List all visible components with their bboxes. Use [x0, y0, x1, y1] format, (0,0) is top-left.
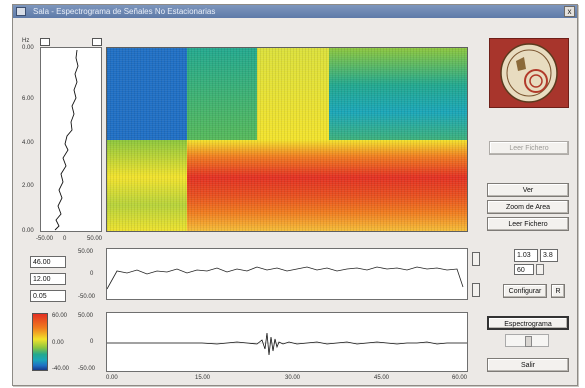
- seal-emblem-icon: [500, 43, 558, 103]
- spec-region-green: [329, 48, 467, 140]
- spinner-field-2[interactable]: 3.8: [540, 249, 558, 262]
- wave-y-tick-bottom: -50.00: [78, 366, 96, 372]
- wave-y-tick-top: 50.00: [78, 313, 94, 319]
- view-button[interactable]: Ver: [487, 183, 569, 197]
- wave-x-tick-15: 15.00: [195, 375, 211, 381]
- waveform-panel: [106, 312, 468, 372]
- app-icon: [16, 7, 26, 16]
- psd-x-tick-mid: 0: [63, 236, 67, 242]
- value-field-2[interactable]: 12.00: [30, 273, 66, 285]
- wave-x-tick-45: 45.00: [374, 375, 390, 381]
- psd-panel: [40, 47, 102, 232]
- spectrogram-button[interactable]: Espectrograma: [487, 316, 569, 330]
- psd-y-tick-4: 4.00: [22, 140, 34, 146]
- university-logo: [489, 38, 569, 108]
- psd-y-tick-2: 2.00: [22, 183, 34, 189]
- psd-x-tick-right: 50.00: [87, 236, 103, 242]
- wave-x-tick-0: 0.00: [106, 375, 118, 381]
- value-field-1[interactable]: 46.00: [30, 256, 66, 268]
- psd-top-label: Hz 0.00: [22, 38, 34, 51]
- wave-x-tick-60: 60.00: [452, 375, 468, 381]
- exit-button[interactable]: Salir: [487, 358, 569, 372]
- spec-region-high-red: [187, 140, 467, 231]
- read-file-button[interactable]: Leer Fichero: [487, 217, 569, 231]
- psd-scale-box-left[interactable]: [40, 38, 50, 46]
- signal-trace: [107, 266, 464, 290]
- spec-region-teal: [187, 48, 257, 140]
- spec-region-yellow-band: [257, 48, 329, 140]
- colorbar-label-bottom: -40.00: [52, 366, 70, 372]
- scroll-slider[interactable]: [505, 334, 549, 347]
- signal-y-tick-top: 50.00: [78, 249, 94, 255]
- spec-region-low-yellow: [107, 140, 187, 231]
- colorbar: [32, 313, 48, 371]
- close-button[interactable]: x: [564, 6, 575, 17]
- signal-y-tick-bottom: -50.00: [78, 294, 96, 300]
- waveform-trace: [107, 332, 467, 356]
- reset-button[interactable]: R: [551, 284, 565, 298]
- load-file-button-disabled[interactable]: Leer Fichero: [489, 141, 569, 155]
- signal-y-tick-mid: 0: [90, 271, 94, 277]
- psd-curve: [54, 49, 79, 231]
- spinner-arrow[interactable]: [536, 264, 544, 275]
- spec-texture: [107, 48, 467, 231]
- configure-button[interactable]: Configurar: [503, 284, 547, 298]
- wave-x-tick-30: 30.00: [285, 375, 301, 381]
- wave-y-tick-mid: 0: [90, 339, 94, 345]
- value-field-3[interactable]: 0.05: [30, 290, 66, 302]
- colorbar-label-top: 60.00: [52, 313, 68, 319]
- slider-thumb[interactable]: [525, 336, 532, 347]
- colorbar-label-mid: 0.00: [52, 340, 64, 346]
- signal-panel: [106, 248, 468, 300]
- title-bar: Sala - Espectrograma de Señales No Estac…: [13, 5, 577, 18]
- psd-scale-box-right[interactable]: [92, 38, 102, 46]
- zoom-area-button[interactable]: Zoom de Area: [487, 200, 569, 214]
- spec-region-low-blue: [107, 48, 187, 140]
- spinner-field-3[interactable]: 60: [514, 264, 534, 275]
- signal-scroll-up[interactable]: [472, 252, 480, 266]
- signal-scroll-down[interactable]: [472, 283, 480, 297]
- psd-y-tick-6: 6.00: [22, 96, 34, 102]
- spinner-field-1[interactable]: 1.03: [514, 249, 538, 262]
- spectrogram-image[interactable]: [106, 47, 468, 232]
- psd-y-tick-0: 0.00: [22, 228, 34, 234]
- psd-x-tick-left: -50.00: [36, 236, 54, 242]
